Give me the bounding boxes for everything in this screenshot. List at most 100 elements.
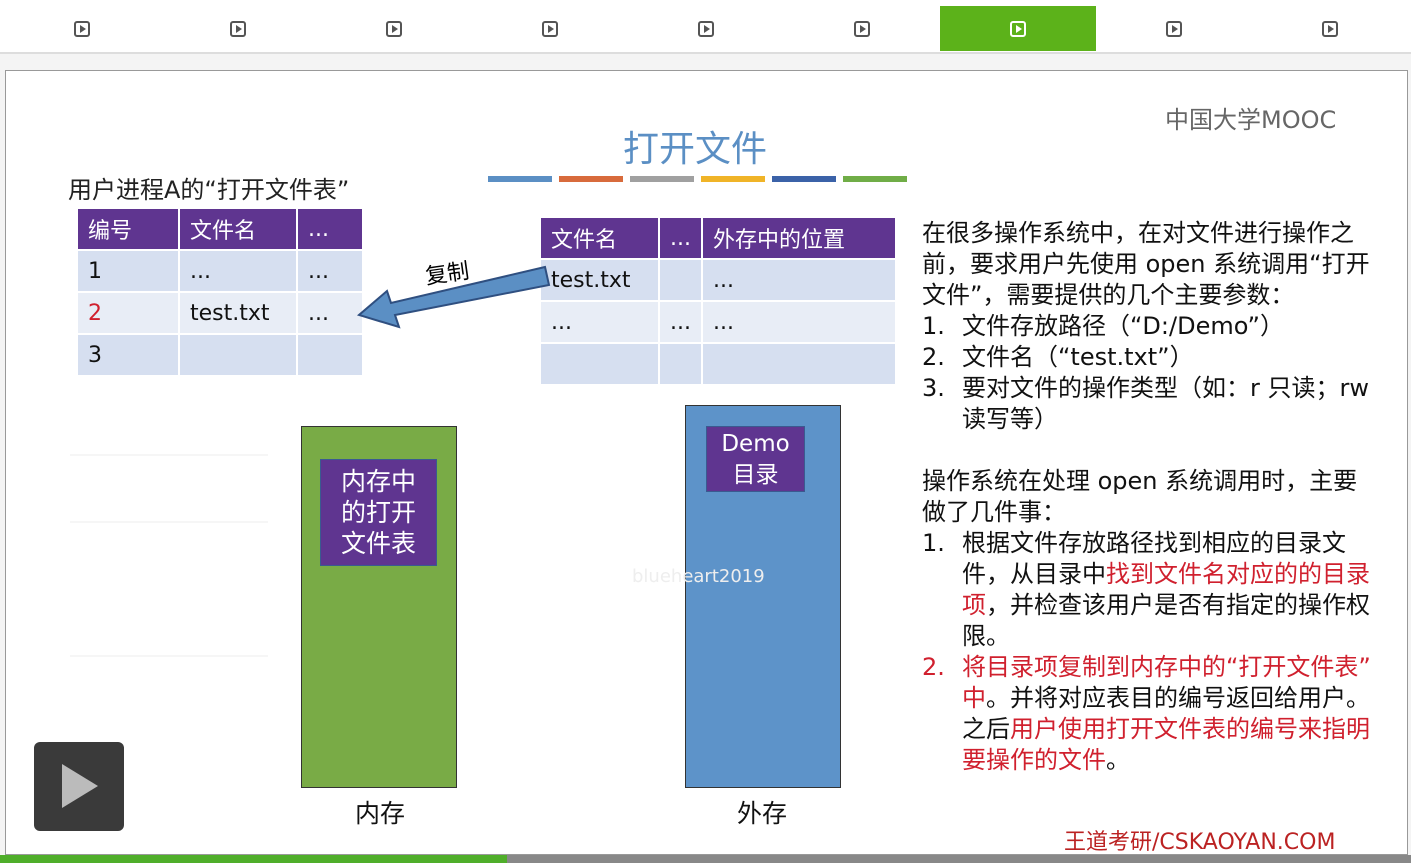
- text-segment: 要对文件的操作类型（如：r 只读；rw 读写等）: [962, 374, 1369, 433]
- cell: ...: [700, 258, 897, 302]
- watermark: blueheart2019: [632, 566, 765, 587]
- text-segment: 将目录项复制到内存中的“打开文件表”中: [962, 653, 1371, 712]
- directory-table: 文件名... 外存中的位置 test.txt............: [539, 216, 897, 386]
- cell: test.txt: [178, 291, 298, 335]
- text-segment: 根据文件存放路径找到相应的目录文件，从目录中: [962, 529, 1346, 588]
- row: 2 test.txt...: [76, 291, 364, 335]
- item-text: 要对文件的操作类型（如：r 只读；rw 读写等）: [962, 373, 1374, 435]
- explanation: 在很多操作系统中，在对文件进行操作之前，要求用户先使用 open 系统调用“打开…: [922, 218, 1374, 776]
- item-number: 2.: [922, 653, 945, 681]
- tab[interactable]: [628, 6, 784, 51]
- cell: [658, 258, 703, 302]
- tab[interactable]: [4, 6, 160, 51]
- box-line: Demo: [721, 431, 790, 457]
- item-number: 1.: [922, 312, 945, 340]
- list-item: 1. 文件存放路径（“D:/Demo”）: [922, 311, 1374, 342]
- cell: 3: [76, 333, 180, 377]
- cell: [539, 342, 660, 386]
- text-segment: 找到文件名对应的的目录项: [962, 560, 1370, 619]
- header-row: 文件名... 外存中的位置: [539, 216, 897, 260]
- text-segment: 文件存放路径（“D:/Demo”）: [962, 312, 1284, 340]
- row: 1......: [76, 249, 364, 293]
- item-number: 3.: [922, 374, 945, 402]
- header-cell: 文件名: [178, 207, 298, 251]
- box-line: 文件表: [340, 529, 416, 558]
- cell: [700, 342, 897, 386]
- row: 3: [76, 333, 364, 377]
- text-segment: 用户使用打开文件表的编号来指明要操作的文件: [962, 715, 1370, 774]
- play-icon: [698, 20, 714, 37]
- cell: ...: [539, 300, 660, 344]
- item-text: 将目录项复制到内存中的“打开文件表”中。并将对应表目的编号返回给用户。之后用户使…: [962, 652, 1374, 776]
- box-line: 目录: [732, 462, 779, 488]
- cell: 1: [76, 249, 180, 293]
- item-number: 1.: [922, 529, 945, 557]
- item-text: 根据文件存放路径找到相应的目录文件，从目录中找到文件名对应的的目录项，并检查该用…: [962, 528, 1374, 652]
- play-icon: [230, 20, 246, 37]
- disk-label: 外存: [737, 799, 788, 828]
- cell: ...: [296, 291, 364, 335]
- tab[interactable]: [1252, 6, 1408, 51]
- header-cell: ...: [658, 216, 703, 260]
- play-icon: [74, 20, 90, 37]
- copy-arrow: [356, 265, 551, 329]
- cell: ...: [700, 300, 897, 344]
- paragraph: 在很多操作系统中，在对文件进行操作之前，要求用户先使用 open 系统调用“打开…: [922, 219, 1370, 309]
- header-cell: ...: [296, 207, 364, 251]
- cell: [658, 342, 703, 386]
- cell: [296, 333, 364, 377]
- demo-directory: Demo 目录: [706, 426, 805, 492]
- arrow-label: 复制: [423, 259, 471, 290]
- cell: test.txt: [539, 258, 660, 302]
- cell: 2: [76, 291, 180, 335]
- list-item: 3. 要对文件的操作类型（如：r 只读；rw 读写等）: [922, 373, 1374, 435]
- header-cell: 外存中的位置: [700, 216, 897, 260]
- tab[interactable]: [472, 6, 628, 51]
- footer: 王道考研/CSKAOYAN.COM: [1064, 830, 1336, 855]
- faint-lines: [70, 454, 268, 657]
- play-icon: [1166, 20, 1182, 37]
- list-item: 2. 文件名（“test.txt”）: [922, 342, 1374, 373]
- text-segment: 。: [1106, 746, 1130, 774]
- play-icon: [854, 20, 870, 37]
- cell: ...: [658, 300, 703, 344]
- row: .........: [539, 300, 897, 344]
- box-line: 的打开: [340, 498, 416, 527]
- row: test.txt...: [539, 258, 897, 302]
- tab[interactable]: [316, 6, 472, 51]
- list-item: 1. 根据文件存放路径找到相应的目录文件，从目录中找到文件名对应的的目录项，并检查…: [922, 528, 1374, 652]
- table-caption: 用户进程A的“打开文件表”: [68, 176, 350, 204]
- cell: [178, 333, 298, 377]
- logo: 中国大学MOOC: [1165, 106, 1337, 134]
- item-number: 2.: [922, 343, 945, 371]
- box-line: 内存中: [340, 467, 416, 496]
- slide-title: 打开文件: [622, 129, 767, 170]
- text-segment: 文件名（“test.txt”）: [962, 343, 1194, 371]
- play-button[interactable]: [34, 742, 124, 831]
- paragraph: 操作系统在处理 open 系统调用时，主要做了几件事：: [922, 467, 1358, 526]
- tab[interactable]: [1096, 6, 1252, 51]
- progress-played[interactable]: [0, 855, 507, 863]
- cell: ...: [178, 249, 298, 293]
- row: [539, 342, 897, 386]
- header-cell: 编号: [76, 207, 180, 251]
- cell: ...: [296, 249, 364, 293]
- tab[interactable]: [160, 6, 316, 51]
- play-icon: [542, 20, 558, 37]
- play-icon: [386, 20, 402, 37]
- progress-track: [0, 855, 1411, 863]
- text-segment: ，并检查该用户是否有指定的操作权限。: [962, 591, 1370, 650]
- tab[interactable]: [784, 6, 940, 51]
- text-segment: 。并将对应表目的编号返回给用户。之后: [962, 684, 1370, 743]
- item-text: 文件名（“test.txt”）: [962, 342, 1194, 373]
- memory-label: 内存: [355, 799, 406, 828]
- tab-bar: [0, 0, 1411, 54]
- play-icon: [1322, 20, 1338, 37]
- memory-open-file-table: 内存中 的打开 文件表: [320, 459, 437, 566]
- tab[interactable]: [940, 6, 1096, 51]
- play-icon: [1010, 20, 1026, 37]
- header-row: 编号 文件名...: [76, 207, 364, 251]
- item-text: 文件存放路径（“D:/Demo”）: [962, 311, 1284, 342]
- header-cell: 文件名: [539, 216, 660, 260]
